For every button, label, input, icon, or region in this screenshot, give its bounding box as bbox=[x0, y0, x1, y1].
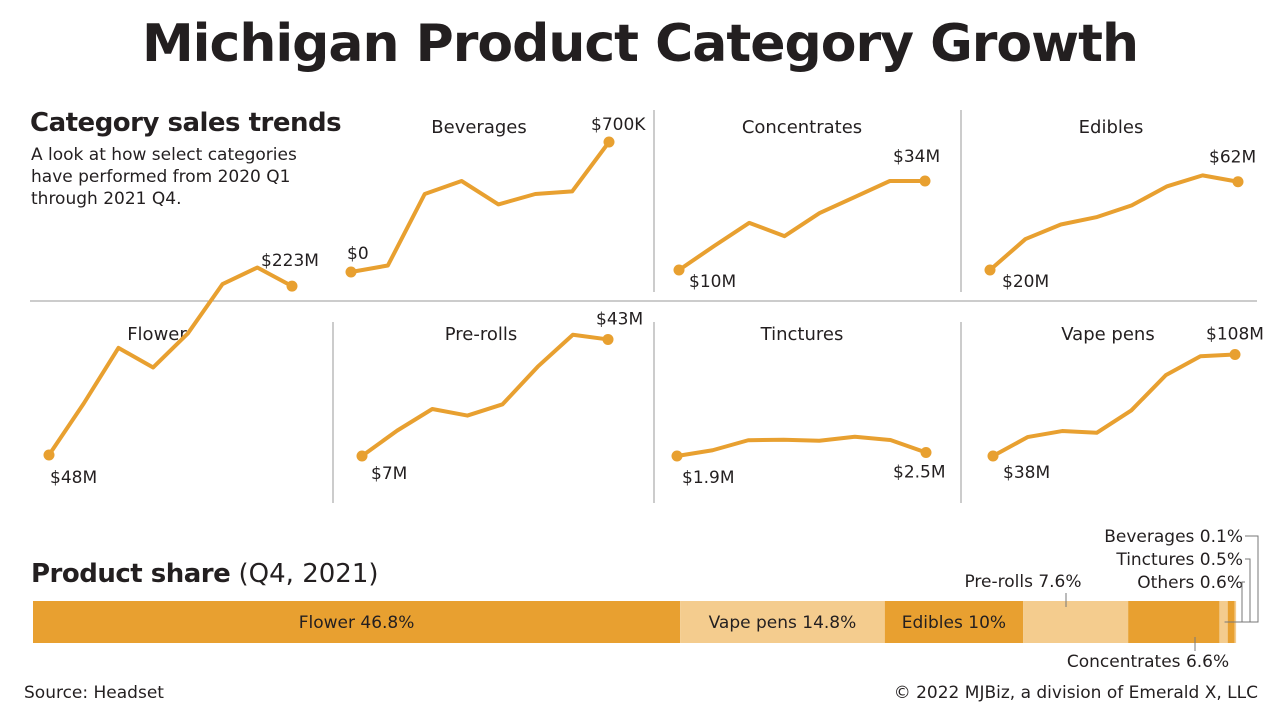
credit-note: © 2022 MJBiz, a division of Emerald X, L… bbox=[893, 683, 1258, 703]
pre-rolls-end-point bbox=[602, 333, 614, 345]
vape-pens-start-label: $38M bbox=[1003, 463, 1050, 483]
beverages-end-label: $700K bbox=[591, 115, 646, 135]
callout-line bbox=[1224, 581, 1245, 623]
tinctures-start-label: $1.9M bbox=[682, 468, 735, 488]
flower-start-point bbox=[43, 449, 55, 461]
vape-pens-start-point bbox=[987, 450, 999, 462]
flower-end-label: $223M bbox=[261, 251, 319, 271]
share-segment-flower bbox=[33, 601, 681, 643]
intro-heading: Category sales trends bbox=[30, 108, 342, 138]
share-segment-concentrates bbox=[1128, 601, 1220, 643]
flower-series-line bbox=[47, 265, 294, 457]
flower-end-point bbox=[286, 280, 298, 292]
tinctures-end-label: $2.5M bbox=[893, 463, 946, 483]
tinctures-end-point bbox=[920, 447, 932, 458]
share-label: Vape pens 14.8% bbox=[709, 613, 857, 633]
share-label: Concentrates 6.6% bbox=[1067, 652, 1229, 672]
concentrates-series-line bbox=[677, 179, 927, 272]
share-heading: Product share (Q4, 2021) bbox=[31, 559, 379, 589]
share-label: Pre-rolls 7.6% bbox=[964, 572, 1081, 592]
vape-pens-end-point bbox=[1229, 349, 1241, 361]
concentrates-end-point bbox=[919, 175, 931, 187]
pre-rolls-series-line bbox=[360, 332, 610, 458]
edibles-start-point bbox=[984, 264, 996, 276]
pre-rolls-start-point bbox=[356, 450, 368, 462]
vape-pens-chart-title: Vape pens bbox=[1061, 324, 1154, 345]
edibles-start-label: $20M bbox=[1002, 272, 1049, 292]
page-title: Michigan Product Category Growth bbox=[141, 14, 1139, 74]
tinctures-start-point bbox=[671, 450, 683, 462]
concentrates-end-label: $34M bbox=[893, 147, 940, 167]
tinctures-series-line bbox=[675, 434, 928, 458]
pre-rolls-chart-title: Pre-rolls bbox=[445, 324, 518, 345]
pre-rolls-end-label: $43M bbox=[596, 309, 643, 329]
flower-start-label: $48M bbox=[50, 468, 97, 488]
beverages-end-point bbox=[603, 136, 615, 148]
concentrates-start-point bbox=[673, 264, 685, 276]
share-segment-vape-pens bbox=[680, 601, 885, 643]
edibles-series-line bbox=[988, 173, 1240, 272]
share-segment-others bbox=[1219, 601, 1228, 643]
intro-text: A look at how select categories have per… bbox=[31, 145, 297, 209]
share-segment-edibles bbox=[884, 601, 1024, 643]
share-heading-sub: (Q4, 2021) bbox=[238, 559, 379, 589]
share-label: Beverages 0.1% bbox=[1104, 527, 1243, 547]
share-label: Tinctures 0.5% bbox=[1115, 550, 1243, 570]
beverages-start-label: $0 bbox=[347, 244, 369, 264]
beverages-chart-title: Beverages bbox=[431, 117, 526, 138]
concentrates-start-label: $10M bbox=[689, 272, 736, 292]
edibles-end-label: $62M bbox=[1209, 148, 1256, 168]
concentrates-chart-title: Concentrates bbox=[742, 117, 862, 138]
beverages-start-point bbox=[345, 266, 357, 278]
tinctures-chart-title: Tinctures bbox=[760, 324, 844, 345]
beverages-series-line bbox=[349, 140, 611, 274]
pre-rolls-start-label: $7M bbox=[371, 464, 407, 484]
edibles-chart-title: Edibles bbox=[1079, 117, 1144, 138]
share-heading-title: Product share bbox=[31, 559, 231, 589]
vape-pens-end-label: $108M bbox=[1206, 325, 1264, 345]
share-label: Flower 46.8% bbox=[299, 613, 415, 633]
share-label: Edibles 10% bbox=[902, 613, 1006, 633]
source-note: Source: Headset bbox=[24, 683, 164, 703]
edibles-end-point bbox=[1232, 176, 1244, 188]
vape-pens-series-line bbox=[991, 352, 1237, 458]
share-segment-pre-rolls bbox=[1023, 601, 1129, 643]
flower-chart-title: Flower bbox=[127, 324, 187, 345]
share-label: Others 0.6% bbox=[1137, 573, 1243, 593]
